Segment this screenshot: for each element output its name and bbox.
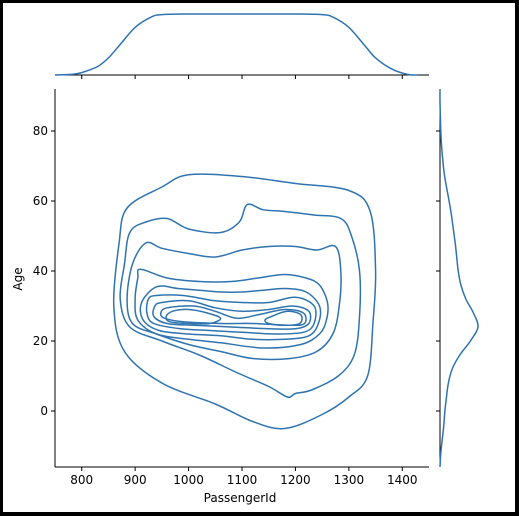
x-tick-label: 900 bbox=[124, 473, 147, 487]
kde-contours bbox=[112, 173, 377, 430]
top-marginal-kde bbox=[54, 13, 429, 76]
main-axes bbox=[54, 89, 429, 468]
kde-contour-level-9 bbox=[165, 308, 222, 325]
kde-contour-level-4 bbox=[134, 268, 329, 349]
kde-contour-level-8 bbox=[159, 305, 307, 327]
axis-ticks: 800 900 1000 1100 1200 1300 1400 0 20 40 60 80 bbox=[33, 75, 440, 487]
kde-contour-level-1 bbox=[112, 173, 377, 430]
x-axis-label: PassengerId bbox=[204, 491, 277, 505]
y-axis-label: Age bbox=[11, 267, 25, 290]
y-tick-label: 40 bbox=[33, 264, 48, 278]
figure-canvas: 800 900 1000 1100 1200 1300 1400 0 20 40 60 80 Pass… bbox=[3, 3, 515, 512]
x-tick-label: 1000 bbox=[173, 473, 204, 487]
kde-contour-level-6 bbox=[145, 294, 317, 335]
x-tick-label: 1400 bbox=[387, 473, 418, 487]
kde-contour-level-7 bbox=[152, 299, 312, 330]
jointplot-figure: 800 900 1000 1100 1200 1300 1400 0 20 40 60 80 Pass… bbox=[11, 13, 479, 505]
x-tick-label: 1200 bbox=[280, 473, 311, 487]
x-tick-label: 1300 bbox=[334, 473, 365, 487]
top-marginal-curve bbox=[54, 13, 419, 76]
y-tick-label: 0 bbox=[40, 404, 48, 418]
kde-contour-level-2 bbox=[119, 203, 362, 398]
kde-contour-level-3 bbox=[126, 241, 342, 361]
x-tick-label: 800 bbox=[70, 473, 93, 487]
right-marginal-curve bbox=[439, 88, 479, 468]
y-tick-label: 20 bbox=[33, 334, 48, 348]
x-tick-label: 1100 bbox=[227, 473, 258, 487]
right-marginal-kde bbox=[439, 88, 479, 468]
kde-contour-level-10 bbox=[264, 310, 303, 327]
y-tick-label: 60 bbox=[33, 194, 48, 208]
y-tick-label: 80 bbox=[33, 124, 48, 138]
kde-contour-level-5 bbox=[139, 285, 322, 341]
